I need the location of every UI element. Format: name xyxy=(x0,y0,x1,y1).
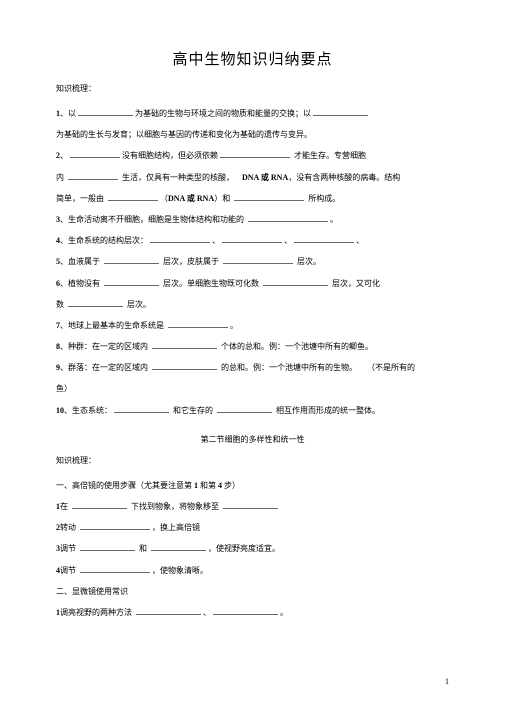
blank xyxy=(152,340,217,349)
blank xyxy=(248,213,328,222)
blank xyxy=(104,277,159,286)
blank xyxy=(80,521,150,530)
blank xyxy=(80,564,150,573)
blank xyxy=(223,255,293,264)
step-intro: 一、高倍镜的使用步骤（尤其要注意第 1 和第 4 步） xyxy=(56,476,449,495)
item-2-1: 1调亮视野的两种方法 、。 xyxy=(56,603,449,622)
knowledge-label: 知识梳理： xyxy=(56,83,449,94)
line-10: 数 层次。 xyxy=(56,295,449,314)
page-number: 1 xyxy=(445,677,449,686)
blank xyxy=(294,234,354,243)
blank xyxy=(213,606,278,615)
blank xyxy=(223,500,278,509)
blank xyxy=(70,149,120,158)
line-2: 为基础的生长与发育；以细胞与基因的传递和变化为基础的遗传与变异。 xyxy=(56,125,449,144)
step-2: 2转动 ，换上高倍镜 xyxy=(56,518,449,537)
blank xyxy=(234,192,304,201)
step-1: 1在 下找到物象，将物象移至 xyxy=(56,497,449,516)
line-8: 5、血液属于 层次，皮肤属于 层次。 xyxy=(56,252,449,271)
line-9: 6、植物没有 层次。单细胞生物既可化数 层次，又可化 xyxy=(56,274,449,293)
line-3: 2、没有细胞结构，但必须依赖 才能生存。专营细胞 xyxy=(56,146,449,165)
blank xyxy=(222,234,282,243)
blank xyxy=(152,361,217,370)
blank xyxy=(68,171,118,180)
step-4: 4调节 ，使物象清晰。 xyxy=(56,561,449,580)
blank xyxy=(136,606,201,615)
blank xyxy=(220,149,290,158)
blank xyxy=(78,107,133,116)
blank xyxy=(263,277,328,286)
step-3: 3调节 和 ，使视野亮度适宜。 xyxy=(56,539,449,558)
blank xyxy=(104,255,159,264)
blank xyxy=(217,404,272,413)
line-11: 7、地球上最基本的生命系统是 。 xyxy=(56,316,449,335)
knowledge-label-2: 知识梳理： xyxy=(56,455,449,466)
blank xyxy=(313,107,368,116)
line-6: 3、生命活动离不开细胞，细胞是生物体结构和功能的 。 xyxy=(56,210,449,229)
blank xyxy=(68,298,123,307)
section-2: 二、显微镜使用常识 xyxy=(56,582,449,601)
line-13: 9、群落：在一定的区域内 的总和。例：一个池塘中所有的生物。 （不是所有的 xyxy=(56,358,449,377)
line-4: 内 生活，仅具有一种类型的核酸， DNA 或 RNA，没有含两种核酸的病毒。结构 xyxy=(56,168,449,187)
section-subtitle: 第二节细胞的多样性和统一性 xyxy=(56,434,449,445)
blank xyxy=(80,542,135,551)
line-1: 1、以为基础的生物与环境之间的物质和能量的交换；以 xyxy=(56,104,449,123)
blank xyxy=(72,500,127,509)
line-12: 8、种群：在一定的区域内 个体的总和。例：一个池塘中所有的鲫鱼。 xyxy=(56,337,449,356)
line-15: 10、生态系统： 和它生存的 相互作用而形成的统一整体。 xyxy=(56,401,449,420)
document-title: 高中生物知识归纳要点 xyxy=(56,48,449,69)
blank xyxy=(168,319,228,328)
blank xyxy=(114,404,169,413)
blank xyxy=(150,234,210,243)
line-5: 简单，一般由 （DNA 或 RNA）和 所构成。 xyxy=(56,189,449,208)
line-14: 鱼） xyxy=(56,379,449,398)
blank xyxy=(151,542,206,551)
line-7: 4、生命系统的结构层次：、、、 xyxy=(56,231,449,250)
blank xyxy=(108,192,158,201)
